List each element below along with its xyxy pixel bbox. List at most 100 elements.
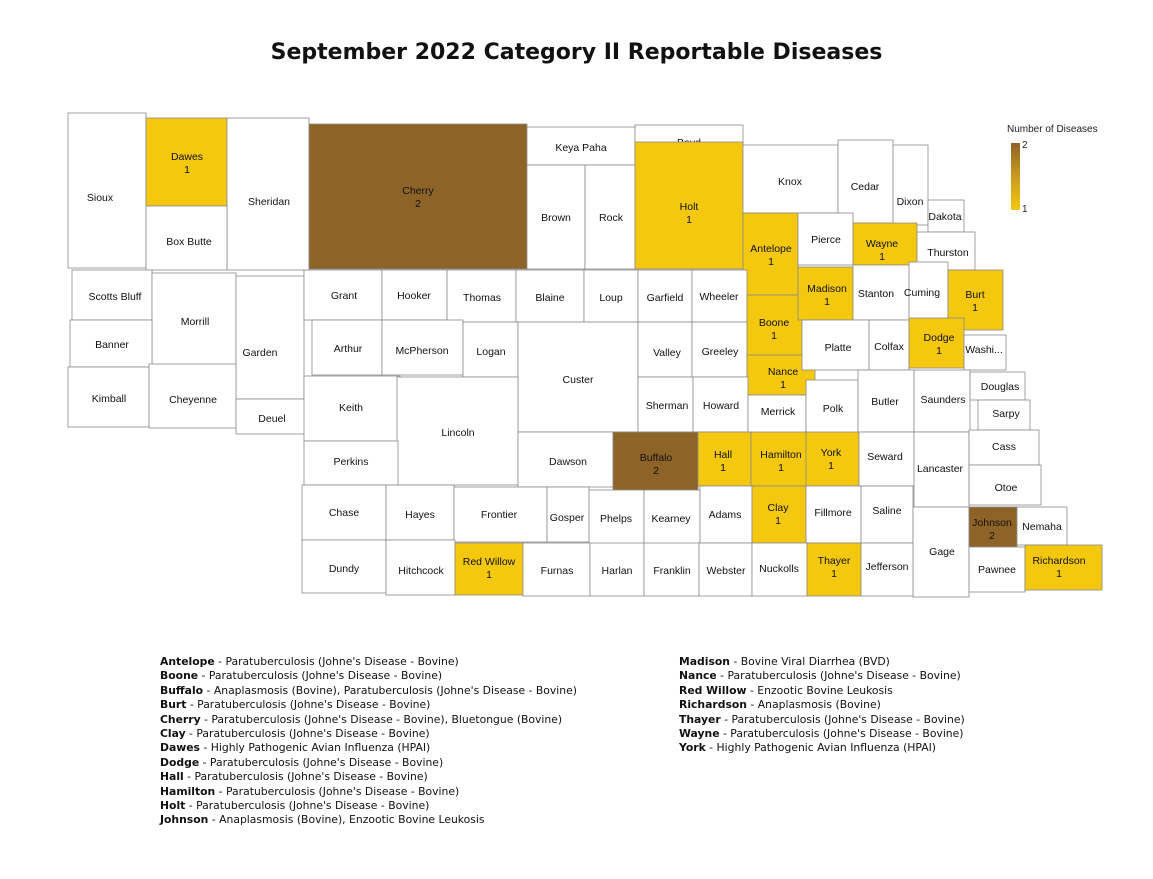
county-count-johnson: 2 (989, 530, 995, 542)
county-label-richardson: Richardson (1032, 555, 1085, 567)
county-jefferson (860, 542, 914, 597)
county-label-knox: Knox (778, 176, 803, 188)
county-label-jefferson: Jefferson (866, 561, 909, 573)
county-label-phelps: Phelps (600, 513, 632, 525)
county-label-madison: Madison (807, 283, 847, 295)
county-label-fillmore: Fillmore (814, 507, 851, 519)
county-label-boone: Boone (759, 317, 790, 329)
disease-entry-county: Holt (160, 799, 186, 813)
county-polk (805, 379, 859, 436)
county-boone (746, 294, 803, 364)
county-label-harlan: Harlan (602, 565, 633, 577)
disease-entry-county: Hall (160, 770, 184, 784)
county-custer (517, 321, 639, 433)
county-label-greeley: Greeley (702, 346, 740, 358)
disease-entry: Red Willow - Enzootic Bovine Leukosis (679, 684, 965, 698)
county-label-pierce: Pierce (811, 234, 841, 246)
county-label-saline: Saline (872, 505, 901, 517)
county-label-sioux: Sioux (87, 192, 114, 204)
disease-entry: Antelope - Paratuberculosis (Johne's Dis… (160, 655, 577, 669)
county-deuel (235, 398, 307, 435)
disease-entry: Hall - Paratuberculosis (Johne's Disease… (160, 770, 577, 784)
county-label-cass: Cass (992, 441, 1016, 453)
county-brown (526, 164, 586, 270)
county-label-thomas: Thomas (463, 292, 501, 304)
disease-entry-text: - Paratuberculosis (Johne's Disease - Bo… (719, 727, 964, 741)
disease-entry-county: Richardson (679, 698, 747, 712)
county-label-chase: Chase (329, 507, 360, 519)
county-label-otoe: Otoe (995, 482, 1018, 494)
county-label-blaine: Blaine (535, 292, 564, 304)
county-count-clay: 1 (775, 515, 781, 527)
county-label-hitchcock: Hitchcock (398, 565, 444, 577)
county-saunders (913, 369, 971, 433)
county-garfield (637, 269, 693, 323)
county-nuckolls (751, 542, 808, 597)
disease-entry-county: Nance (679, 669, 717, 683)
disease-entry-county: Boone (160, 669, 199, 683)
disease-entry-county: Thayer (679, 712, 721, 726)
county-cheyenne (148, 363, 237, 429)
county-lincoln (396, 376, 519, 486)
county-label-nemaha: Nemaha (1022, 521, 1062, 533)
county-label-brown: Brown (541, 212, 571, 224)
county-label-hooker: Hooker (397, 290, 431, 302)
county-butler (857, 369, 915, 433)
disease-entry-text: - Paratuberculosis (Johne's Disease - Bo… (716, 669, 961, 683)
disease-entry-county: York (679, 741, 706, 755)
county-label-hall: Hall (714, 449, 732, 461)
disease-entry-county: Johnson (160, 813, 209, 827)
county-label-thurston: Thurston (927, 247, 969, 259)
county-garden (235, 275, 305, 400)
county-webster (698, 542, 753, 597)
disease-entry-text: - Paratuberculosis (Johne's Disease - Bo… (200, 712, 563, 726)
disease-entry-text: - Anaplasmosis (Bovine), Enzootic Bovine… (208, 813, 485, 827)
county-douglas (969, 371, 1026, 401)
county-label-keith: Keith (339, 402, 363, 414)
county-label-keya-paha: Keya Paha (555, 142, 607, 154)
county-franklin (643, 542, 700, 597)
county-label-thayer: Thayer (818, 555, 851, 567)
disease-entry: Richardson - Anaplasmosis (Bovine) (679, 698, 965, 712)
county-label-morrill: Morrill (181, 316, 210, 328)
county-cuming (908, 261, 949, 321)
county-label-garden: Garden (242, 347, 277, 359)
disease-entry-text: - Highly Pathogenic Avian Influenza (HPA… (705, 741, 937, 755)
county-label-kearney: Kearney (651, 513, 691, 525)
county-label-loup: Loup (599, 292, 623, 304)
county-hitchcock (385, 539, 456, 596)
county-blaine (515, 269, 585, 323)
county-label-buffalo: Buffalo (640, 452, 673, 464)
county-label-dawson: Dawson (549, 456, 587, 468)
county-box-butte (145, 205, 228, 271)
county-label-wheeler: Wheeler (699, 291, 739, 303)
disease-entry: Thayer - Paratuberculosis (Johne's Disea… (679, 713, 965, 727)
county-label-nance: Nance (768, 366, 799, 378)
county-dodge (908, 317, 965, 369)
county-cedar (837, 139, 894, 224)
disease-entry-text: - Paratuberculosis (Johne's Disease - Bo… (183, 770, 428, 784)
county-label-saunders: Saunders (921, 394, 966, 406)
county-label-antelope: Antelope (750, 243, 792, 255)
county-loup (583, 269, 639, 323)
county-banner (69, 319, 153, 368)
county-label-merrick: Merrick (761, 406, 796, 418)
county-dawson (517, 431, 614, 488)
disease-entry-text: - Paratuberculosis (Johne's Disease - Bo… (198, 669, 443, 683)
county-madison (797, 266, 854, 321)
county-stanton (852, 264, 910, 321)
county-label-frontier: Frontier (481, 509, 518, 521)
county-label-pawnee: Pawnee (978, 564, 1016, 576)
disease-entry-text: - Paratuberculosis (Johne's Disease - Bo… (199, 755, 444, 769)
county-grant (303, 269, 383, 321)
disease-entry: Boone - Paratuberculosis (Johne's Diseas… (160, 669, 577, 683)
county-holt (634, 141, 744, 270)
legend-color-ramp (1011, 143, 1020, 210)
county-label-dodge: Dodge (924, 332, 955, 344)
county-dundy (301, 539, 387, 594)
county-label-cuming: Cuming (904, 287, 940, 299)
county-valley (637, 321, 693, 378)
disease-entry-county: Buffalo (160, 683, 204, 697)
county-count-holt: 1 (686, 214, 692, 226)
county-label-johnson: Johnson (972, 517, 1012, 529)
